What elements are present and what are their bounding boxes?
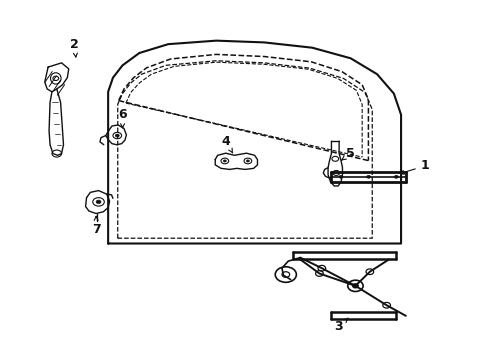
- Text: 7: 7: [92, 216, 100, 236]
- Circle shape: [246, 160, 249, 162]
- Text: 2: 2: [70, 38, 79, 57]
- Circle shape: [115, 134, 119, 137]
- Circle shape: [353, 284, 358, 288]
- Text: 1: 1: [400, 159, 429, 174]
- Text: 5: 5: [341, 147, 355, 161]
- Circle shape: [394, 175, 398, 178]
- Circle shape: [223, 160, 226, 162]
- Circle shape: [96, 200, 101, 204]
- Text: 6: 6: [118, 108, 127, 128]
- Circle shape: [339, 175, 343, 178]
- Circle shape: [367, 175, 370, 178]
- Text: 4: 4: [221, 135, 233, 153]
- Text: 3: 3: [334, 318, 348, 333]
